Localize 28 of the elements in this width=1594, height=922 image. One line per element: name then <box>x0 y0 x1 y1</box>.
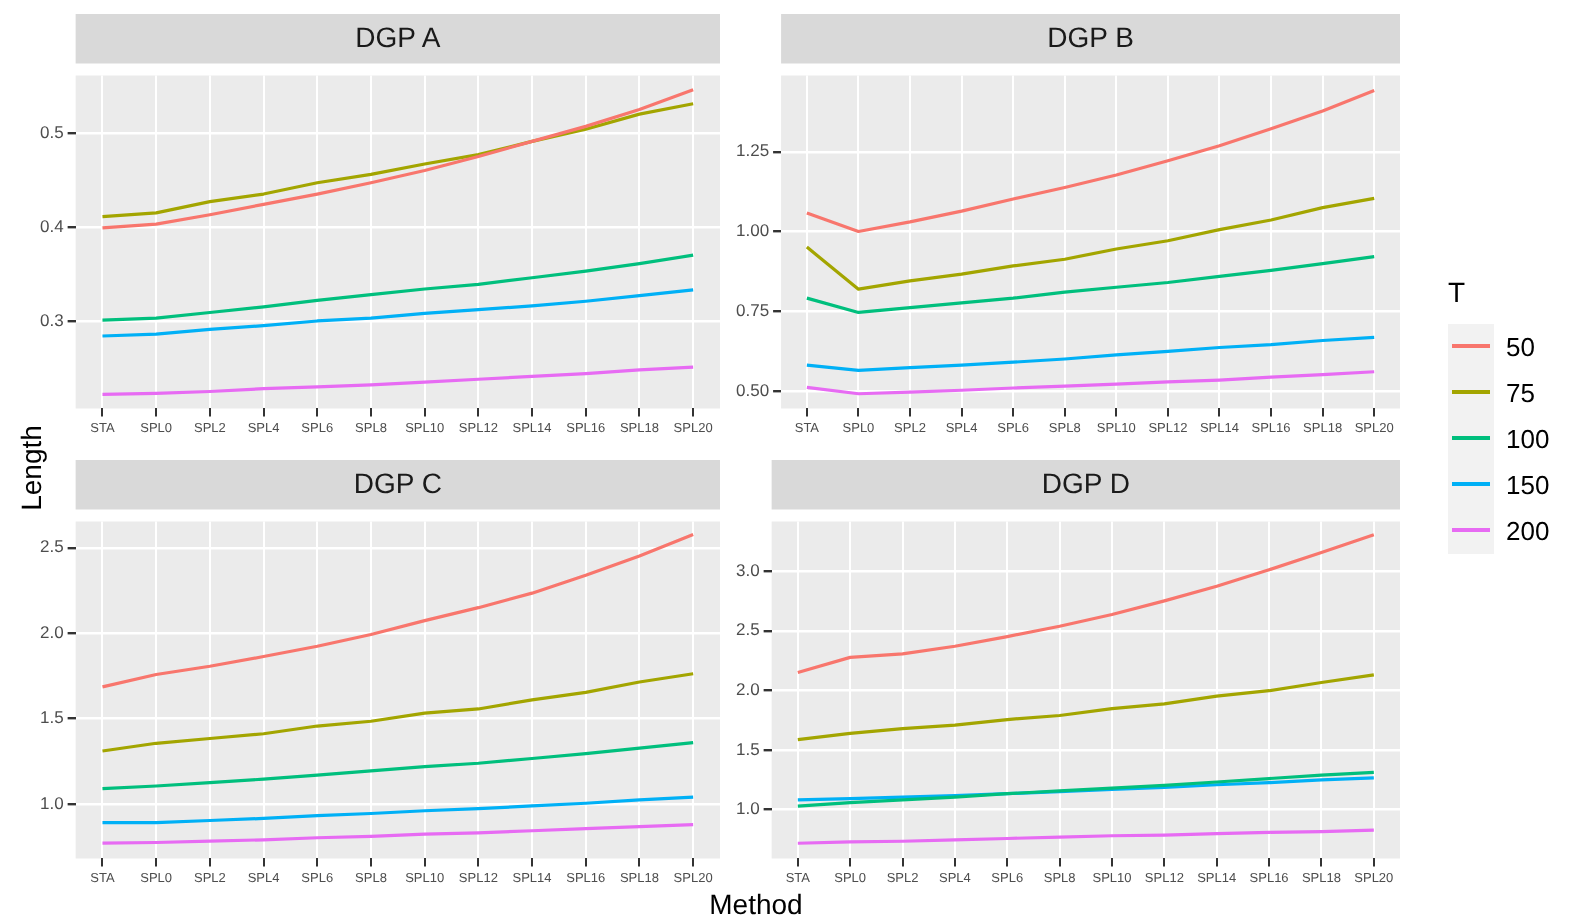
chart-title: DGP D <box>1041 466 1130 499</box>
y-tick-label: 0.4 <box>39 215 65 236</box>
chart-title: DGP A <box>355 20 442 53</box>
y-tick-label: 1.5 <box>735 738 761 759</box>
y-tick-label: 0.75 <box>735 299 770 320</box>
y-tick-label: 0.50 <box>735 379 770 400</box>
y-axis-title: Length <box>14 425 47 511</box>
y-tick-label: 3.0 <box>735 559 761 580</box>
y-tick-label: 2.5 <box>39 536 65 557</box>
x-axis-title: Method <box>707 888 805 920</box>
legend-label: 50 <box>1506 332 1535 362</box>
y-tick-label: 2.0 <box>39 621 65 642</box>
y-tick-label: 1.0 <box>39 792 65 813</box>
chart-title: DGP B <box>1047 20 1134 53</box>
legend-label: 75 <box>1506 378 1535 408</box>
legend-label: 100 <box>1506 424 1550 454</box>
y-tick-label: 0.3 <box>39 309 65 330</box>
y-tick-label: 1.00 <box>735 220 770 241</box>
y-tick-label: 2.0 <box>735 679 761 700</box>
y-tick-label: 1.0 <box>735 798 761 819</box>
y-tick-label: 1.5 <box>39 707 65 728</box>
legend-label: 200 <box>1506 516 1550 546</box>
y-tick-label: 1.25 <box>735 140 770 161</box>
y-tick-label: 0.5 <box>39 121 65 142</box>
y-tick-label: 2.5 <box>735 619 761 640</box>
chart-title: DGP C <box>353 466 442 499</box>
legend-title: T <box>1448 276 1468 308</box>
legend-label: 150 <box>1506 470 1550 500</box>
